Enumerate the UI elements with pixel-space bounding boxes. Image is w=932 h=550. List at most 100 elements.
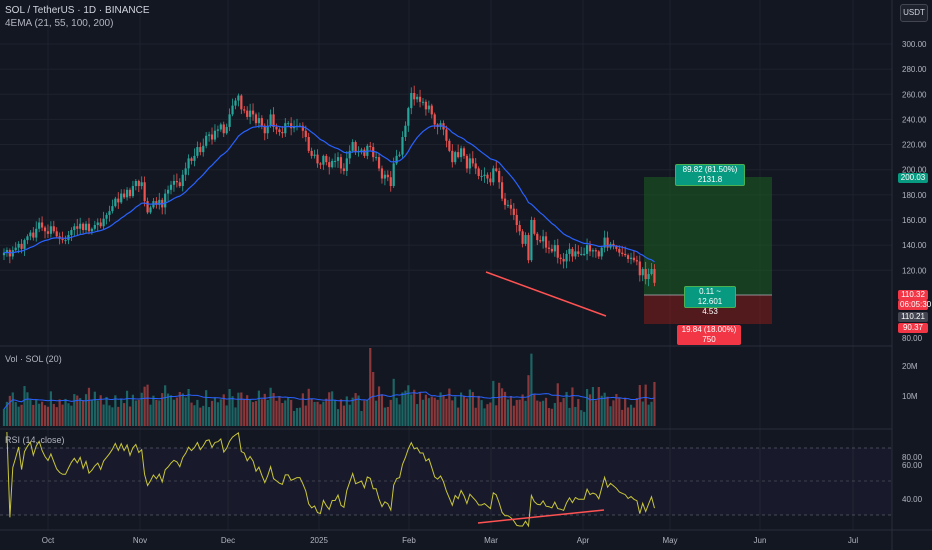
volume-bar	[105, 396, 108, 426]
candle-body	[457, 152, 460, 158]
volume-bar	[216, 402, 219, 426]
candle-body	[260, 118, 263, 126]
rsi-label[interactable]: RSI (14, close)	[5, 435, 65, 445]
volume-bar	[518, 399, 521, 426]
rsi-tick-label: 60.00	[902, 461, 923, 470]
volume-bar	[117, 406, 120, 426]
volume-bar	[84, 394, 88, 426]
volume-bar	[445, 398, 448, 426]
candle-body	[603, 237, 606, 248]
volume-bar	[430, 396, 433, 426]
candle-body	[413, 93, 416, 100]
candle-body	[369, 145, 372, 148]
volume-bar	[40, 401, 44, 426]
candle-body	[594, 250, 597, 252]
candle-body	[146, 201, 149, 213]
volume-bar	[591, 387, 595, 426]
volume-bar	[193, 405, 196, 426]
candle-body	[577, 251, 580, 254]
candle-body	[345, 158, 348, 171]
candle-body	[29, 232, 32, 237]
volume-bar	[577, 399, 580, 426]
volume-bar	[243, 399, 246, 426]
volume-label[interactable]: Vol · SOL (20)	[5, 354, 62, 364]
volume-bar	[339, 399, 343, 426]
candle-body	[234, 100, 237, 106]
candle-body	[55, 231, 58, 237]
volume-bar	[272, 392, 275, 426]
price-tick-label: 200.00	[902, 166, 927, 175]
candle-body	[73, 226, 76, 231]
countdown-tag: 06:05:30	[898, 300, 932, 310]
volume-bar	[137, 399, 140, 426]
candle-body	[509, 204, 512, 209]
candle-body	[477, 168, 480, 176]
volume-bar	[448, 388, 451, 426]
indicator-label[interactable]: 4EMA (21, 55, 100, 200)	[5, 18, 114, 29]
volume-bar	[392, 378, 395, 426]
candle-body	[14, 247, 17, 251]
candle-body	[401, 137, 404, 155]
candle-body	[568, 248, 571, 254]
volume-bar	[583, 411, 586, 426]
candle-body	[483, 174, 486, 176]
candle-body	[155, 201, 158, 205]
candle-body	[430, 105, 433, 115]
candle-body	[249, 110, 252, 117]
volume-bar	[421, 399, 425, 426]
candle-body	[333, 160, 337, 162]
candle-body	[527, 235, 530, 261]
volume-bar	[565, 391, 568, 426]
candle-body	[38, 222, 41, 229]
candle-body	[486, 174, 489, 179]
time-tick-label: Jul	[848, 536, 858, 545]
candles	[2, 85, 656, 287]
rsi-line	[6, 431, 655, 528]
current-price-tag: 110.32	[898, 290, 928, 300]
candle-body	[205, 135, 208, 146]
stop-price-tag: 90.37	[898, 323, 928, 333]
symbol-title[interactable]: SOL / TetherUS · 1D · BINANCE	[5, 5, 150, 16]
volume-bar	[386, 406, 389, 426]
volume-bar	[178, 391, 181, 426]
candle-body	[246, 110, 249, 117]
candle-body	[638, 261, 641, 276]
volume-bar	[325, 398, 328, 426]
candle-body	[257, 118, 261, 124]
currency-button[interactable]: USDT	[900, 4, 928, 22]
candle-body	[263, 125, 266, 134]
volume-bar	[501, 388, 504, 426]
volume-bar	[524, 400, 527, 426]
candle-body	[108, 211, 111, 215]
trendline-price[interactable]	[485, 271, 607, 317]
volume-bar	[606, 396, 609, 426]
candle-body	[445, 129, 448, 141]
volume-bar	[336, 409, 340, 426]
volume-bar	[331, 391, 334, 426]
price-tick-label: 80.00	[902, 334, 923, 343]
volume-bar	[647, 404, 650, 426]
volume-bar	[269, 387, 272, 426]
candle-body	[82, 223, 85, 231]
volume-bar	[49, 391, 52, 426]
candle-body	[281, 131, 284, 134]
volume-bar	[574, 406, 577, 426]
volume-bar	[398, 404, 401, 426]
volume-bar	[480, 400, 483, 426]
candle-body	[331, 160, 334, 168]
volume-ma-line	[3, 391, 655, 410]
candle-body	[284, 123, 287, 134]
volume-bar	[521, 394, 524, 426]
candle-body	[23, 240, 26, 249]
target-zone[interactable]	[644, 177, 772, 295]
volume-bar	[333, 400, 337, 426]
volume-bar	[401, 392, 404, 426]
candle-body	[190, 158, 193, 161]
candle-body	[105, 214, 108, 219]
candle-body	[222, 124, 225, 134]
volume-bar	[506, 399, 510, 426]
candle-body	[17, 243, 20, 248]
trendline-rsi[interactable]	[477, 509, 605, 524]
candle-body	[46, 231, 50, 234]
